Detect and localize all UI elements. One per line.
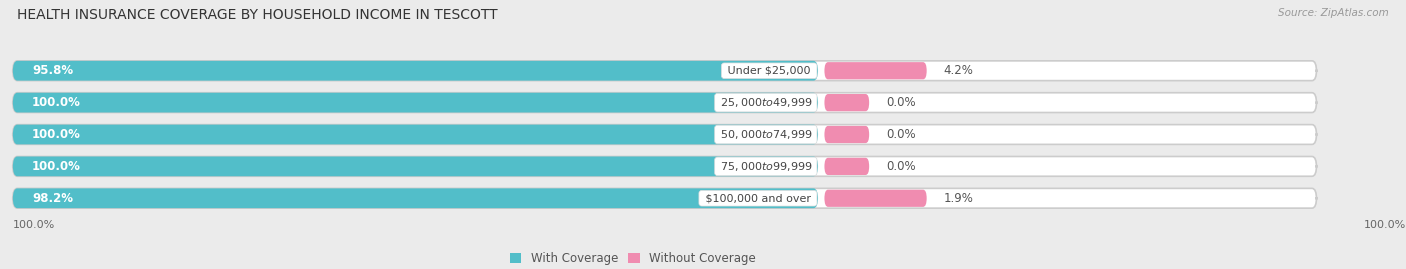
- Text: $100,000 and over: $100,000 and over: [702, 193, 814, 203]
- FancyBboxPatch shape: [824, 190, 927, 207]
- FancyBboxPatch shape: [824, 94, 869, 111]
- Legend: With Coverage, Without Coverage: With Coverage, Without Coverage: [505, 247, 761, 269]
- Text: 100.0%: 100.0%: [32, 160, 80, 173]
- FancyBboxPatch shape: [13, 188, 1316, 208]
- Text: 100.0%: 100.0%: [32, 128, 80, 141]
- FancyBboxPatch shape: [13, 188, 818, 208]
- FancyBboxPatch shape: [13, 125, 818, 144]
- FancyBboxPatch shape: [13, 61, 1316, 81]
- Text: 4.2%: 4.2%: [943, 64, 973, 77]
- FancyBboxPatch shape: [13, 157, 818, 176]
- FancyBboxPatch shape: [13, 93, 1316, 112]
- Text: 0.0%: 0.0%: [886, 96, 915, 109]
- FancyBboxPatch shape: [824, 126, 869, 143]
- Text: 1.9%: 1.9%: [943, 192, 973, 205]
- Text: Source: ZipAtlas.com: Source: ZipAtlas.com: [1278, 8, 1389, 18]
- FancyBboxPatch shape: [824, 62, 927, 79]
- Text: 100.0%: 100.0%: [32, 96, 80, 109]
- Text: 100.0%: 100.0%: [13, 220, 55, 230]
- FancyBboxPatch shape: [13, 157, 1316, 176]
- Text: HEALTH INSURANCE COVERAGE BY HOUSEHOLD INCOME IN TESCOTT: HEALTH INSURANCE COVERAGE BY HOUSEHOLD I…: [17, 8, 498, 22]
- Text: $25,000 to $49,999: $25,000 to $49,999: [717, 96, 814, 109]
- Text: Under $25,000: Under $25,000: [724, 66, 814, 76]
- Text: 98.2%: 98.2%: [32, 192, 73, 205]
- Text: $50,000 to $74,999: $50,000 to $74,999: [717, 128, 814, 141]
- FancyBboxPatch shape: [824, 158, 869, 175]
- Text: $75,000 to $99,999: $75,000 to $99,999: [717, 160, 814, 173]
- FancyBboxPatch shape: [13, 93, 818, 112]
- Text: 0.0%: 0.0%: [886, 160, 915, 173]
- FancyBboxPatch shape: [13, 125, 1316, 144]
- Text: 100.0%: 100.0%: [1364, 220, 1406, 230]
- FancyBboxPatch shape: [13, 61, 818, 81]
- Text: 0.0%: 0.0%: [886, 128, 915, 141]
- Text: 95.8%: 95.8%: [32, 64, 73, 77]
